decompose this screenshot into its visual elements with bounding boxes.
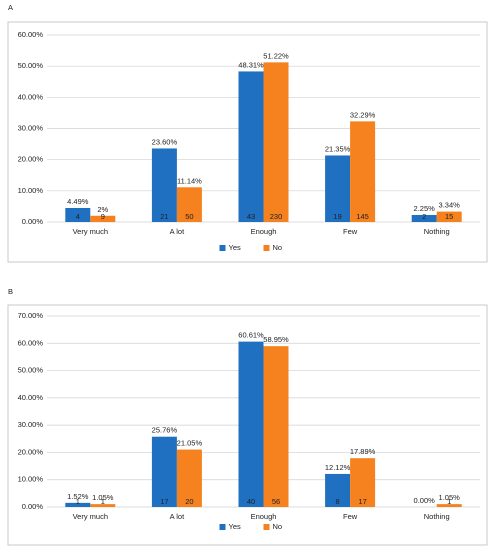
count-label: 1 — [76, 497, 80, 506]
bar — [238, 341, 264, 507]
value-label: 2% — [97, 205, 108, 214]
count-label: 1 — [101, 497, 105, 506]
x-tick-label: Nothing — [424, 227, 450, 236]
count-label: 20 — [185, 497, 193, 506]
bar — [65, 208, 91, 222]
legend-swatch — [219, 245, 226, 251]
legend-label: Yes — [229, 522, 241, 531]
x-tick-label: A lot — [170, 227, 186, 236]
x-tick-label: Very much — [73, 512, 108, 521]
bar — [90, 215, 116, 222]
y-tick-label: 0.00% — [22, 217, 44, 226]
y-tick-label: 20.00% — [18, 447, 44, 456]
y-tick-label: 0.00% — [22, 502, 44, 511]
x-tick-label: Enough — [251, 512, 277, 521]
count-label: 43 — [247, 212, 255, 221]
panel-label: B — [8, 287, 13, 296]
x-tick-label: Nothing — [424, 512, 450, 521]
count-label: 9 — [101, 212, 105, 221]
value-label: 1.05% — [439, 493, 461, 502]
value-label: 51.22% — [263, 51, 289, 60]
legend-label: Yes — [229, 243, 241, 252]
value-label: 1.05% — [92, 493, 114, 502]
value-label: 58.95% — [263, 335, 289, 344]
bar — [263, 346, 289, 507]
y-tick-label: 10.00% — [18, 475, 44, 484]
count-label: 15 — [445, 212, 453, 221]
count-label: 1 — [447, 497, 451, 506]
legend-label: No — [273, 243, 283, 252]
chart-frame — [7, 304, 488, 546]
legend-swatch — [263, 245, 270, 251]
value-label: 2.25% — [414, 204, 436, 213]
x-tick-label: Very much — [73, 227, 108, 236]
value-label: 12.12% — [325, 463, 351, 472]
x-tick-label: Enough — [251, 227, 277, 236]
count-label: 40 — [247, 497, 255, 506]
bar — [151, 148, 177, 222]
y-tick-label: 50.00% — [18, 61, 44, 70]
value-label: 11.14% — [177, 176, 202, 185]
x-tick-label: A lot — [170, 512, 186, 521]
value-label: 3.34% — [439, 201, 461, 210]
value-label: 0.00% — [414, 496, 436, 505]
bar — [65, 502, 91, 507]
panel-label: A — [8, 3, 13, 12]
bar — [350, 121, 376, 222]
value-label: 48.31% — [238, 60, 264, 69]
value-label: 32.29% — [350, 110, 376, 119]
count-label: 56 — [272, 497, 280, 506]
legend-label: No — [273, 522, 283, 531]
legend-swatch — [263, 524, 270, 530]
y-tick-label: 60.00% — [18, 30, 44, 39]
value-label: 4.49% — [67, 197, 89, 206]
value-label: 21.05% — [177, 439, 203, 448]
count-label: 2 — [422, 212, 426, 221]
y-tick-label: 10.00% — [18, 186, 44, 195]
bar — [151, 436, 177, 507]
chart-frame — [7, 21, 488, 263]
count-label: 230 — [270, 212, 283, 221]
y-tick-label: 40.00% — [18, 393, 44, 402]
bar — [350, 458, 376, 507]
y-tick-label: 20.00% — [18, 155, 44, 164]
count-label: 21 — [160, 212, 168, 221]
bar — [436, 504, 462, 507]
value-label: 60.61% — [238, 331, 264, 340]
y-tick-label: 30.00% — [18, 420, 44, 429]
bar — [176, 449, 202, 507]
x-tick-label: Few — [343, 512, 358, 521]
count-label: 17 — [358, 497, 366, 506]
y-tick-label: 40.00% — [18, 92, 44, 101]
value-label: 23.60% — [152, 137, 178, 146]
value-label: 1.52% — [67, 492, 89, 501]
count-label: 4 — [76, 212, 80, 221]
y-tick-label: 50.00% — [18, 366, 44, 375]
count-label: 8 — [336, 497, 340, 506]
bar — [263, 62, 289, 222]
y-tick-label: 60.00% — [18, 338, 44, 347]
bar — [325, 155, 351, 222]
bar — [176, 187, 202, 222]
value-label: 25.76% — [152, 426, 178, 435]
bar — [411, 214, 437, 222]
bar — [436, 211, 462, 222]
bar — [238, 71, 264, 222]
count-label: 145 — [356, 212, 369, 221]
y-tick-label: 30.00% — [18, 123, 44, 132]
count-label: 17 — [160, 497, 168, 506]
value-label: 21.35% — [325, 144, 351, 153]
bar — [90, 504, 116, 507]
legend-swatch — [219, 524, 226, 530]
value-label: 17.89% — [350, 447, 376, 456]
count-label: 50 — [185, 212, 193, 221]
bar — [325, 473, 351, 507]
y-tick-label: 70.00% — [18, 311, 44, 320]
x-tick-label: Few — [343, 227, 358, 236]
count-label: 19 — [333, 212, 341, 221]
